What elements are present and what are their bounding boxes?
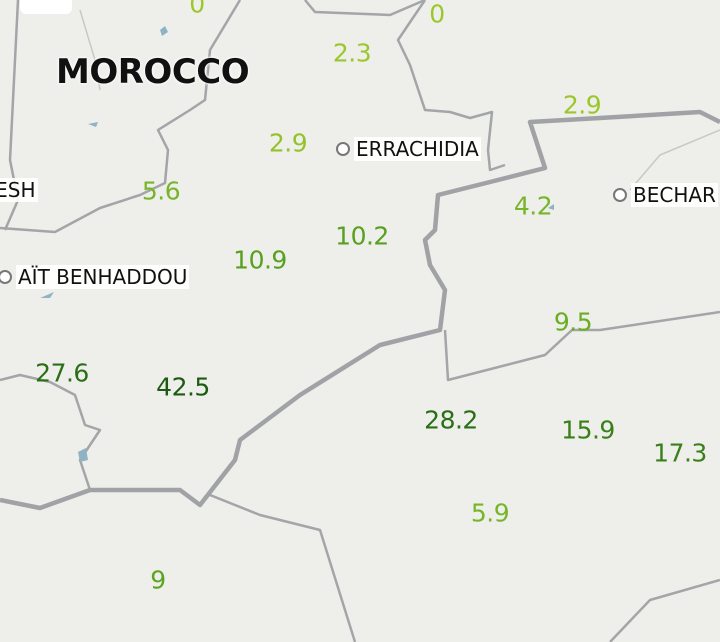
value-label: 10.9: [233, 245, 287, 275]
region-border: [609, 578, 720, 642]
value-label: 5.9: [470, 498, 510, 528]
value-label: 28.2: [424, 405, 478, 435]
value-label: 4.2: [513, 191, 553, 221]
country-border: [0, 109, 720, 511]
region-border: [304, 0, 426, 17]
water-bodies: [40, 26, 554, 462]
value-label: 42.5: [156, 372, 210, 402]
value-label: 10.2: [335, 221, 389, 251]
city-marker-icon: [0, 270, 12, 284]
value-label: 9.5: [553, 307, 593, 337]
value-label: 2.9: [562, 90, 602, 120]
region-border: [209, 493, 357, 642]
region-border: [396, 0, 506, 172]
city-marker-icon: [336, 142, 350, 156]
value-label: 0: [429, 0, 445, 29]
city-label: BECHAR: [631, 183, 718, 207]
city-label: KESH: [0, 178, 38, 202]
city-errachidia[interactable]: ERRACHIDIA: [336, 137, 481, 161]
value-label: 15.9: [561, 415, 615, 445]
value-label: 17.3: [653, 438, 707, 468]
country-label-morocco: MOROCCO: [56, 52, 250, 92]
value-label: 2.9: [268, 128, 308, 158]
value-label: 2.3: [332, 38, 372, 68]
region-border: [443, 310, 720, 382]
city-label: AÏT BENHADDOU: [16, 265, 190, 289]
region-border: [3, 0, 20, 231]
map-control-button[interactable]: [20, 0, 72, 14]
value-label: 9: [150, 565, 166, 595]
city-bechar[interactable]: BECHAR: [613, 183, 718, 207]
value-label: 0: [189, 0, 205, 19]
value-label: 27.6: [35, 358, 89, 388]
region-border: [0, 373, 102, 491]
road: [79, 9, 101, 91]
city-marrakesh[interactable]: KESH: [0, 178, 38, 202]
value-label: 5.6: [141, 176, 181, 206]
city-ait-benhaddou[interactable]: AÏT BENHADDOU: [0, 265, 190, 289]
region-border: [0, 0, 242, 234]
road: [629, 129, 720, 191]
city-marker-icon: [613, 188, 627, 202]
city-label: ERRACHIDIA: [354, 137, 481, 161]
